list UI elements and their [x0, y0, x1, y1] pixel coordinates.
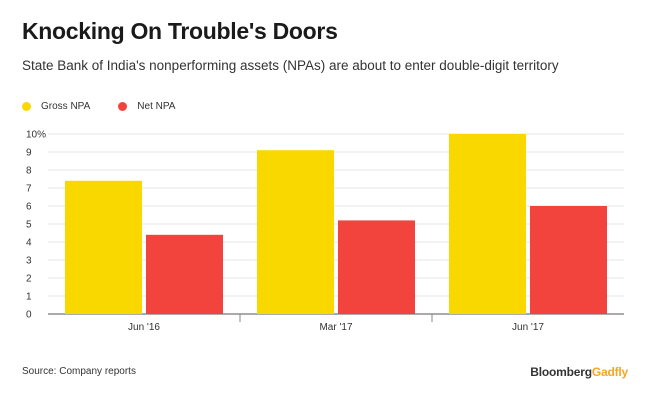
bar-gross-npa-0: [65, 180, 142, 314]
legend-label-gross-npa: Gross NPA: [41, 101, 91, 112]
legend-item-net-npa: Net NPA: [118, 101, 175, 112]
bar-net-npa-0: [146, 234, 223, 314]
y-tick-label: 3: [26, 256, 32, 267]
legend-swatch-net-npa: [118, 102, 128, 111]
bar-gross-npa-1: [257, 150, 334, 314]
y-tick-label: 7: [26, 184, 32, 195]
x-tick-label: Jun '16: [128, 322, 160, 333]
y-tick-label: 8: [26, 166, 32, 177]
legend-label-net-npa: Net NPA: [137, 101, 176, 112]
y-tick-label: 0: [26, 310, 32, 321]
x-tick-label: Jun '17: [512, 322, 544, 333]
source-note: Source: Company reports: [22, 366, 136, 377]
y-tick-label: 9: [26, 148, 32, 159]
brand-part-gadfly: Gadfly: [591, 365, 628, 379]
chart-legend: Gross NPA Net NPA: [22, 101, 203, 112]
bar-gross-npa-2: [449, 134, 526, 314]
y-tick-label: 4: [26, 238, 32, 249]
y-tick-label: 2: [26, 274, 32, 285]
bar-net-npa-2: [530, 206, 607, 314]
x-tick-label: Mar '17: [319, 322, 352, 333]
y-tick-label: 10%: [26, 130, 46, 141]
brand-logo: BloombergGadfly: [530, 365, 628, 379]
y-tick-label: 6: [26, 202, 32, 213]
bar-net-npa-1: [338, 220, 415, 314]
chart-subtitle: State Bank of India's nonperforming asse…: [22, 58, 559, 73]
legend-swatch-gross-npa: [22, 102, 31, 111]
legend-item-gross-npa: Gross NPA: [22, 101, 90, 112]
chart-title: Knocking On Trouble's Doors: [22, 18, 338, 44]
y-tick-label: 5: [26, 220, 32, 231]
brand-part-bloomberg: Bloomberg: [530, 365, 592, 379]
y-tick-label: 1: [26, 292, 32, 303]
